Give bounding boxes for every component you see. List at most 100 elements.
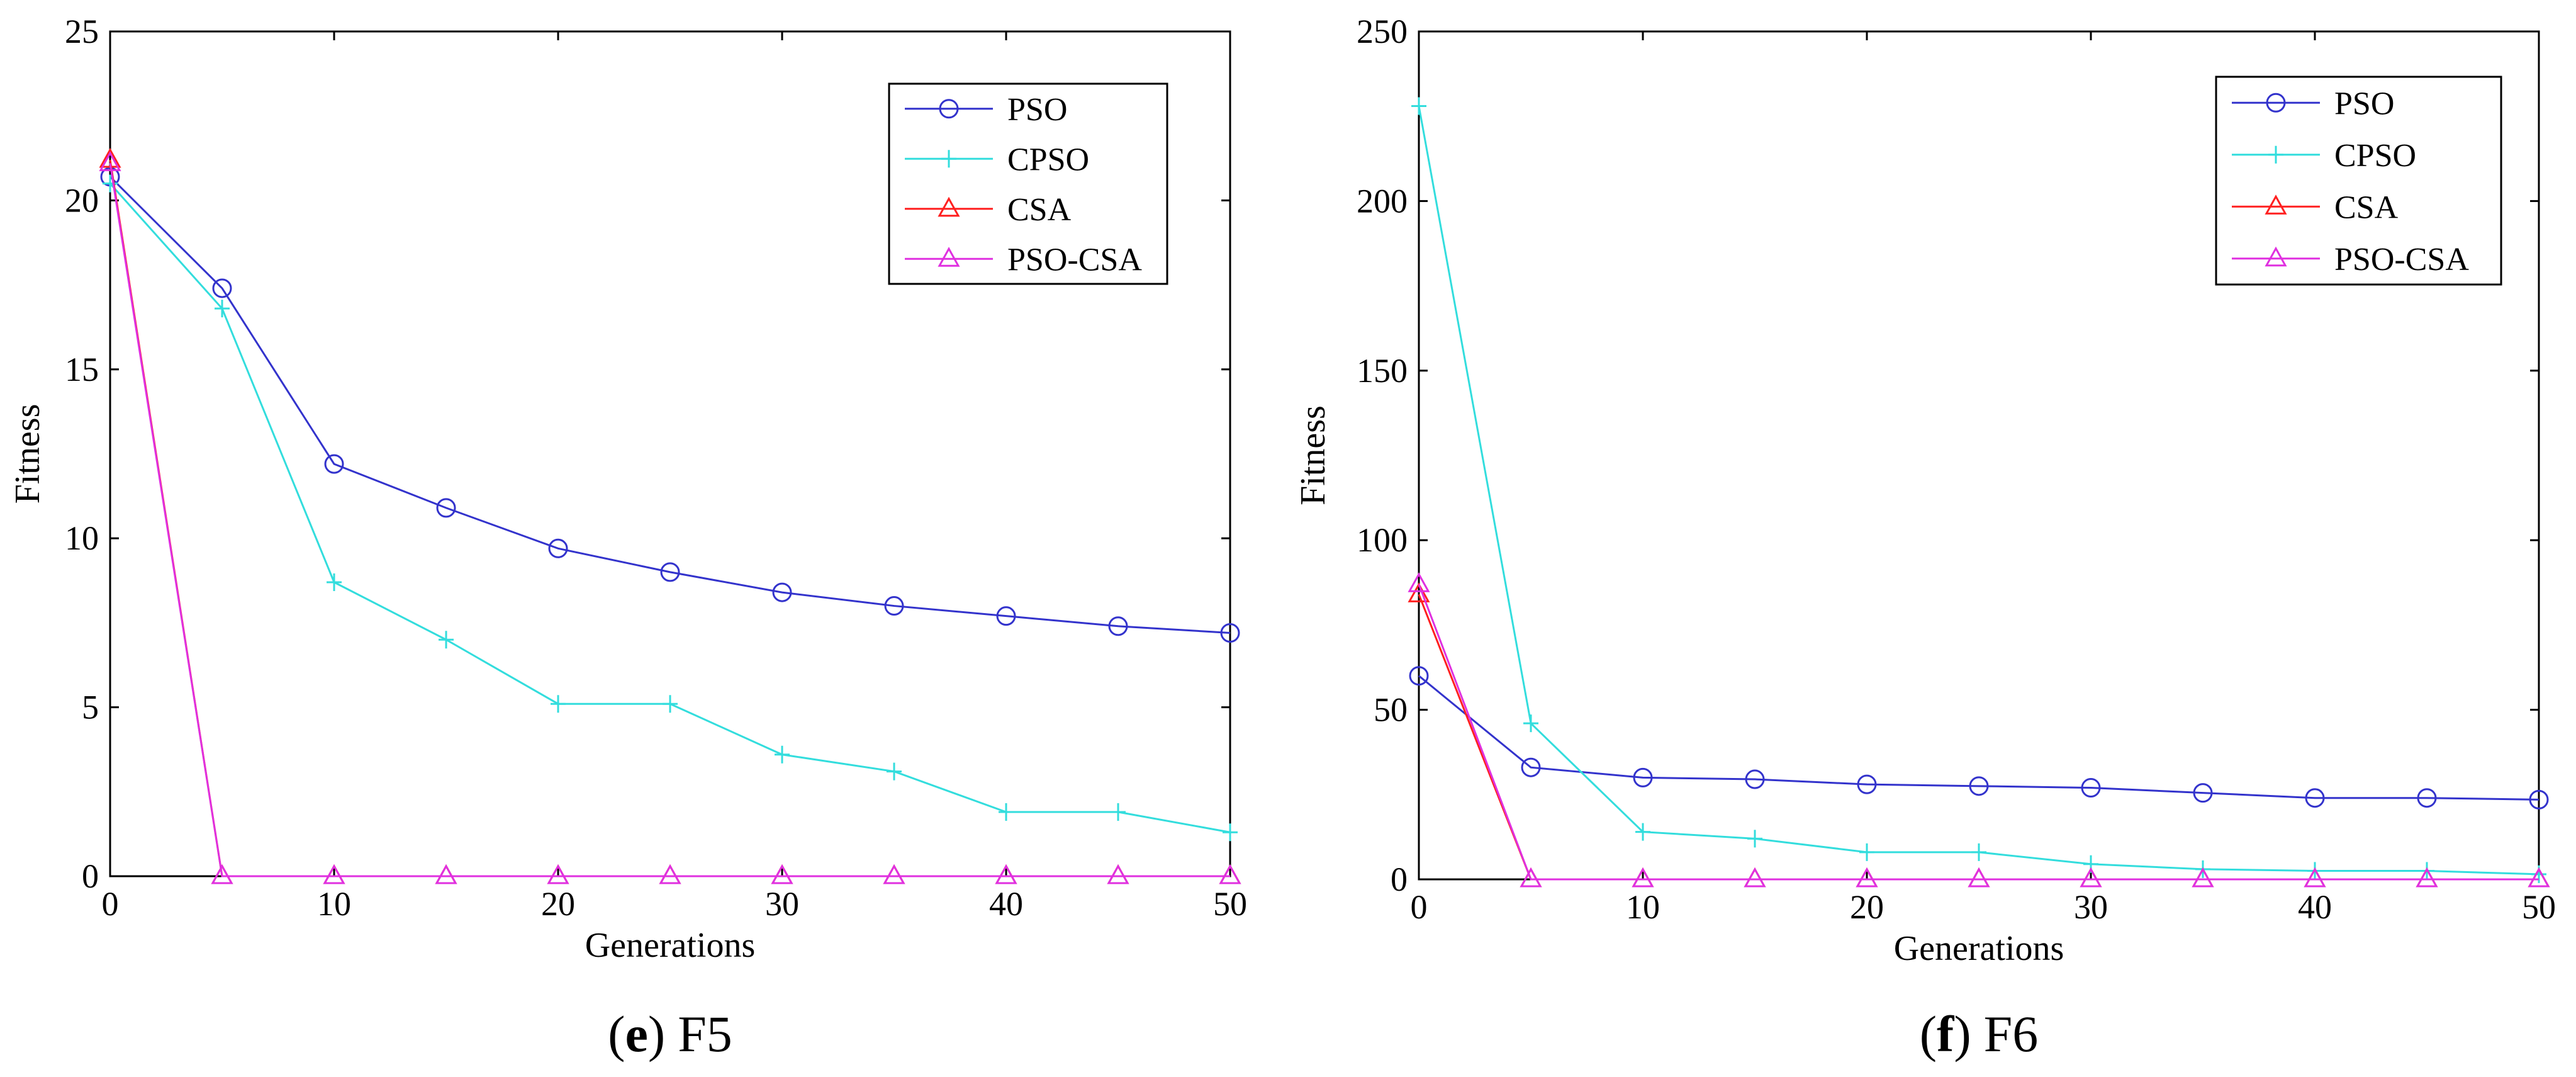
data-point: [1968, 867, 1990, 888]
legend-swatch-marker: [2268, 145, 2283, 164]
y-tick-label: 20: [65, 181, 99, 219]
x-axis-label: Generations: [1894, 929, 2064, 968]
series-cpso: [1411, 97, 2546, 883]
data-point: [1969, 776, 1989, 796]
data-point: [1408, 572, 1430, 592]
series-csa: [1408, 582, 2550, 888]
data-point: [323, 864, 345, 884]
caption-close: ): [1954, 1005, 1971, 1063]
y-tick-label: 25: [65, 13, 99, 50]
data-point: [1744, 867, 1766, 888]
y-tick-label: 100: [1357, 521, 1408, 559]
data-point: [1520, 867, 1542, 888]
y-tick-label: 10: [65, 519, 99, 557]
y-tick-label: 200: [1357, 182, 1408, 220]
legend-label: PSO-CSA: [1007, 242, 1142, 278]
data-point: [1223, 823, 1238, 842]
x-tick-label: 50: [1213, 885, 1247, 923]
legend: PSO CPSO CSA PSO-CSA: [2215, 76, 2502, 286]
x-tick-label: 40: [989, 885, 1023, 923]
data-point: [1856, 867, 1878, 888]
x-tick-label: 10: [1626, 888, 1660, 926]
series-line: [109, 176, 1231, 634]
data-point: [1521, 757, 1541, 777]
data-point: [887, 762, 902, 781]
data-point: [212, 278, 232, 298]
legend-label: CSA: [1007, 192, 1072, 228]
legend-label: PSO-CSA: [2334, 242, 2469, 278]
chart-f6: 0 10 20 30 40 50 0 50 100 150 200 250 Generations Fit…: [1294, 13, 2556, 1063]
y-tick-label: 5: [82, 689, 99, 726]
x-axis-label: Generations: [585, 926, 756, 965]
y-axis-label: Fitness: [1294, 405, 1333, 505]
data-point: [1108, 616, 1128, 636]
data-point: [1633, 767, 1653, 787]
caption-open: (: [608, 1005, 625, 1063]
data-point: [435, 864, 457, 884]
data-point: [883, 864, 905, 884]
legend-swatch-marker: [941, 150, 956, 168]
data-point: [2305, 788, 2325, 808]
data-point: [663, 695, 678, 713]
data-point: [1859, 843, 1874, 861]
legend-swatch-marker: [2265, 195, 2287, 215]
series-pso-csa: [1408, 572, 2550, 888]
data-point: [211, 864, 233, 884]
y-tick-label: 50: [1374, 691, 1408, 729]
series-pso: [1409, 666, 2549, 809]
x-tick-label: 10: [317, 885, 351, 923]
data-point: [660, 562, 680, 582]
data-point: [1857, 774, 1877, 794]
data-point: [2304, 867, 2326, 888]
data-point: [1968, 867, 1990, 888]
data-point: [547, 864, 569, 884]
legend-label: CSA: [2334, 189, 2399, 225]
data-point: [995, 864, 1017, 884]
legend-box: [888, 82, 1168, 285]
data-point: [1107, 864, 1129, 884]
y-tick-label: 250: [1357, 13, 1408, 50]
legend-swatch-marker: [938, 247, 960, 267]
data-point: [439, 631, 454, 649]
data-point: [548, 538, 568, 558]
data-point: [1523, 714, 1538, 733]
caption-letter: f: [1937, 1005, 1955, 1063]
y-tick-label: 150: [1357, 352, 1408, 390]
series-pso: [100, 167, 1240, 643]
data-point: [2529, 789, 2549, 809]
legend-box: [2215, 76, 2502, 286]
data-point: [2080, 867, 2102, 888]
data-point: [324, 454, 344, 474]
x-tick-label: 50: [2522, 888, 2556, 926]
y-tick-label: 0: [1391, 860, 1408, 898]
data-point: [775, 745, 790, 764]
data-point: [2081, 778, 2101, 798]
x-tick-label: 30: [765, 885, 799, 923]
data-point: [1107, 864, 1129, 884]
data-point: [1408, 582, 1430, 602]
legend-label: CPSO: [1007, 142, 1089, 178]
chart-f5: 0 10 20 30 40 50 0 5 10 15 20 25 Generations Fitness P…: [8, 13, 1247, 1063]
data-point: [327, 573, 342, 591]
data-point: [2528, 867, 2550, 888]
data-point: [883, 864, 905, 884]
data-point: [2416, 867, 2438, 888]
data-point: [1220, 623, 1240, 643]
y-tick-label: 15: [65, 351, 99, 388]
caption-text: F5: [678, 1005, 732, 1063]
caption-close: ): [648, 1005, 665, 1063]
data-point: [1632, 867, 1654, 888]
data-point: [1219, 864, 1241, 884]
data-point: [884, 596, 904, 616]
data-point: [2193, 783, 2213, 803]
series-line: [109, 163, 1230, 877]
data-point: [1747, 830, 1762, 848]
legend-swatch-marker: [2266, 93, 2286, 113]
data-point: [1111, 803, 1126, 821]
data-point: [1971, 843, 1986, 861]
x-tick-label: 40: [2298, 888, 2332, 926]
data-point: [103, 174, 118, 193]
legend: PSO CPSO CSA PSO-CSA: [888, 82, 1168, 285]
legend-label: CPSO: [2334, 138, 2416, 174]
data-point: [772, 582, 792, 602]
